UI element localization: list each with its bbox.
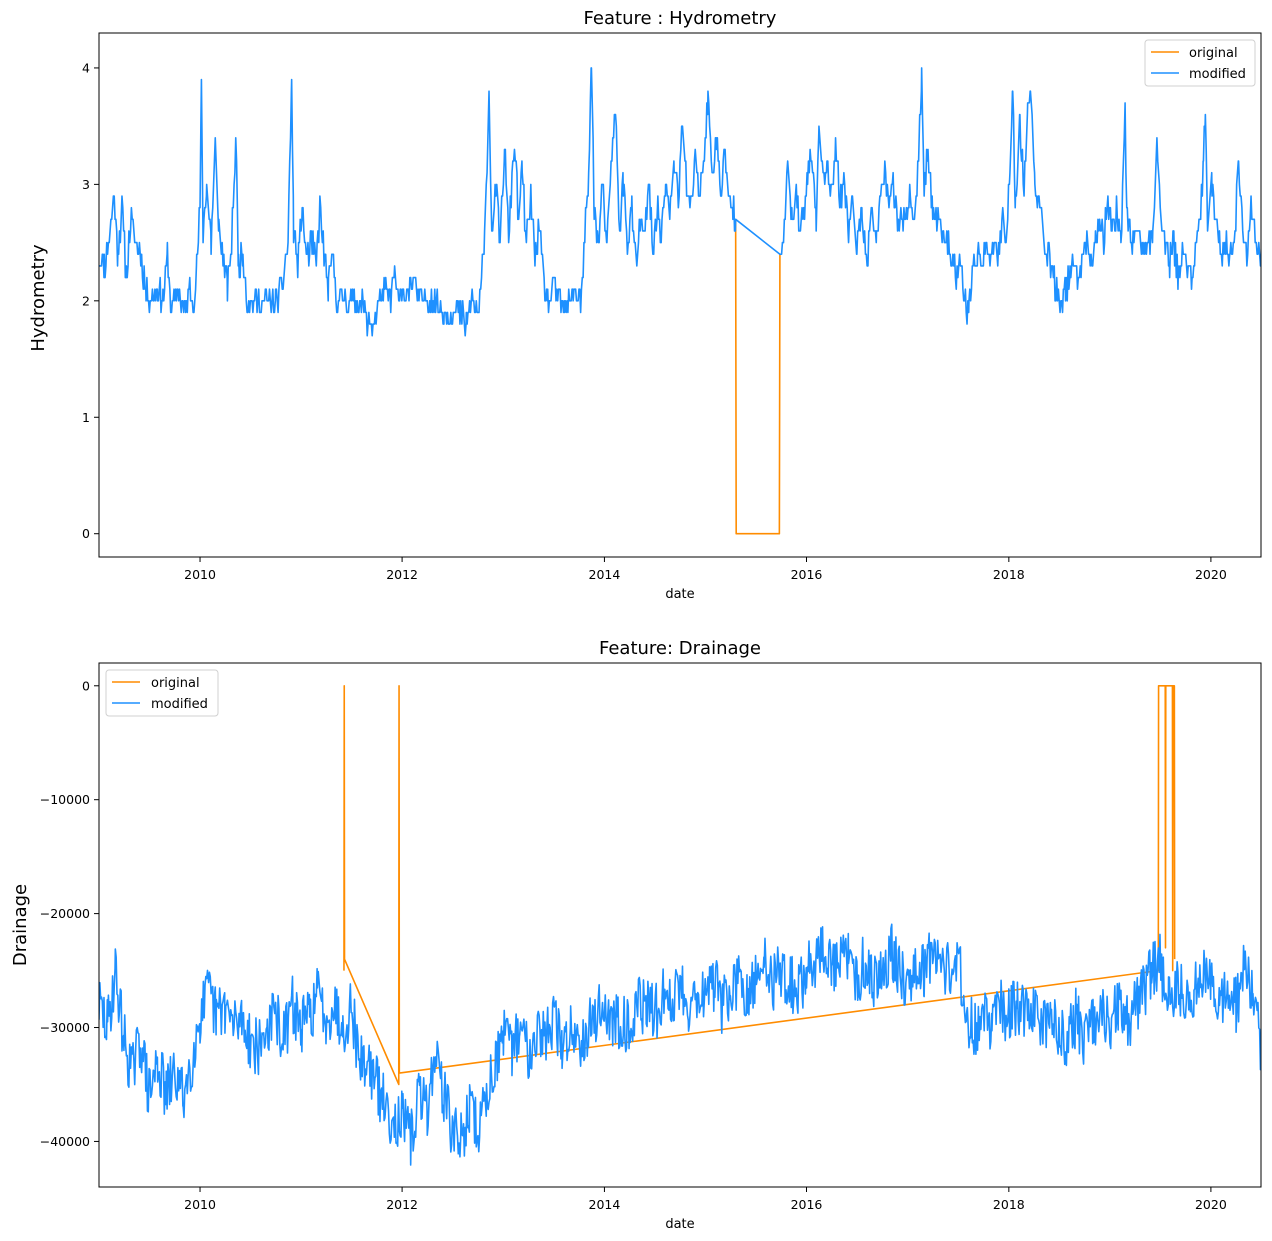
legend-label-original: original	[151, 676, 200, 691]
y-tick-label: −30000	[40, 1020, 90, 1035]
x-tick-label: 2018	[993, 567, 1025, 582]
legend-label-modified: modified	[1189, 67, 1246, 82]
y-tick-label: 3	[82, 177, 90, 192]
chart-title: Feature : Hydrometry	[584, 8, 777, 29]
y-axis-label: Hydrometry	[28, 244, 49, 352]
series-line-original	[734, 219, 781, 535]
x-tick-label: 2010	[184, 1197, 216, 1212]
x-tick-label: 2016	[791, 1197, 823, 1212]
y-axis-label: Drainage	[10, 884, 31, 966]
drainage-chart: 2010 2012 2014 2016 2018 2020 0 −10000 −20000 −3…	[10, 638, 1262, 1232]
plot-frame	[98, 32, 1262, 558]
y-tick-label: 1	[82, 410, 90, 425]
x-tick-label: 2018	[993, 1197, 1025, 1212]
y-tick-label: 0	[82, 526, 90, 541]
y-tick-label: 2	[82, 293, 90, 308]
y-tick-label: 4	[82, 60, 90, 75]
legend-label-original: original	[1189, 46, 1238, 61]
y-tick-label: 0	[82, 678, 90, 693]
series-line-original	[343, 684, 1176, 1086]
x-tick-label: 2020	[1195, 567, 1227, 582]
y-tick-label: −20000	[40, 906, 90, 921]
x-tick-label: 2014	[589, 567, 621, 582]
x-tick-label: 2016	[791, 567, 823, 582]
x-tick-label: 2014	[589, 1197, 621, 1212]
plot-frame	[98, 662, 1262, 1188]
legend: original modified	[1144, 39, 1256, 87]
x-tick-label: 2020	[1195, 1197, 1227, 1212]
series-line-modified	[99, 67, 1261, 337]
x-axis-label: date	[665, 1217, 694, 1232]
hydrometry-chart: 2010 2012 2014 2016 2018 2020 0 1 2 3 4 Feature :…	[28, 8, 1262, 602]
y-tick-label: −40000	[40, 1134, 90, 1149]
chart-title: Feature: Drainage	[599, 638, 761, 659]
x-tick-label: 2012	[386, 567, 418, 582]
x-axis-label: date	[665, 587, 694, 602]
x-tick-label: 2010	[184, 567, 216, 582]
x-tick-label: 2012	[386, 1197, 418, 1212]
y-tick-label: −10000	[40, 792, 90, 807]
legend: original modified	[105, 669, 219, 717]
series-line-modified	[99, 923, 1261, 1166]
legend-label-modified: modified	[151, 697, 208, 712]
